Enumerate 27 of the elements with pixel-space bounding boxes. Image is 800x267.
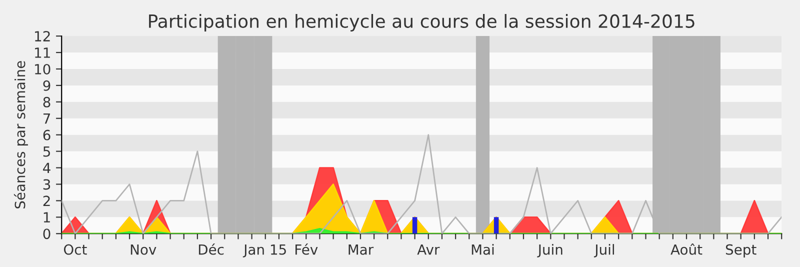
x-tick-label: Mar — [348, 244, 374, 255]
y-tick-label: 5 — [43, 146, 50, 157]
y-tick-label: 12 — [35, 31, 50, 42]
x-tick-label: Juil — [594, 244, 614, 258]
y-tick-label: 3 — [43, 179, 50, 190]
x-tick-label: Déc — [198, 243, 224, 255]
y-tick-label: 6 — [43, 130, 50, 140]
y-tick-label: 2 — [43, 196, 50, 206]
x-tick-label: Mai — [472, 244, 494, 255]
y-tick-label: 7 — [43, 114, 50, 124]
x-tick-label: Nov — [130, 244, 156, 255]
x-tick-label: Août — [670, 243, 702, 255]
y-axis-title: Séances par semaine — [14, 61, 28, 208]
x-tick-label: Oct — [64, 244, 87, 255]
x-tick-label: Jan 15 — [242, 244, 286, 258]
x-tick-label: Juin — [537, 244, 562, 258]
x-tick-label: Fév — [295, 243, 318, 255]
y-tick-label: 9 — [43, 80, 50, 91]
x-tick-label: Sept — [726, 244, 756, 258]
y-tick-label: 1 — [44, 212, 50, 222]
y-tick-label: 11 — [35, 48, 50, 58]
chart-title: Participation en hemicycle au cours de la session 2014-2015 — [149, 14, 694, 32]
y-tick-label: 8 — [43, 96, 50, 108]
y-tick-label: 4 — [43, 162, 50, 174]
y-tick-label: 10 — [35, 64, 50, 74]
x-tick-label: Avr — [417, 244, 440, 255]
y-tick-label: 0 — [43, 228, 50, 240]
